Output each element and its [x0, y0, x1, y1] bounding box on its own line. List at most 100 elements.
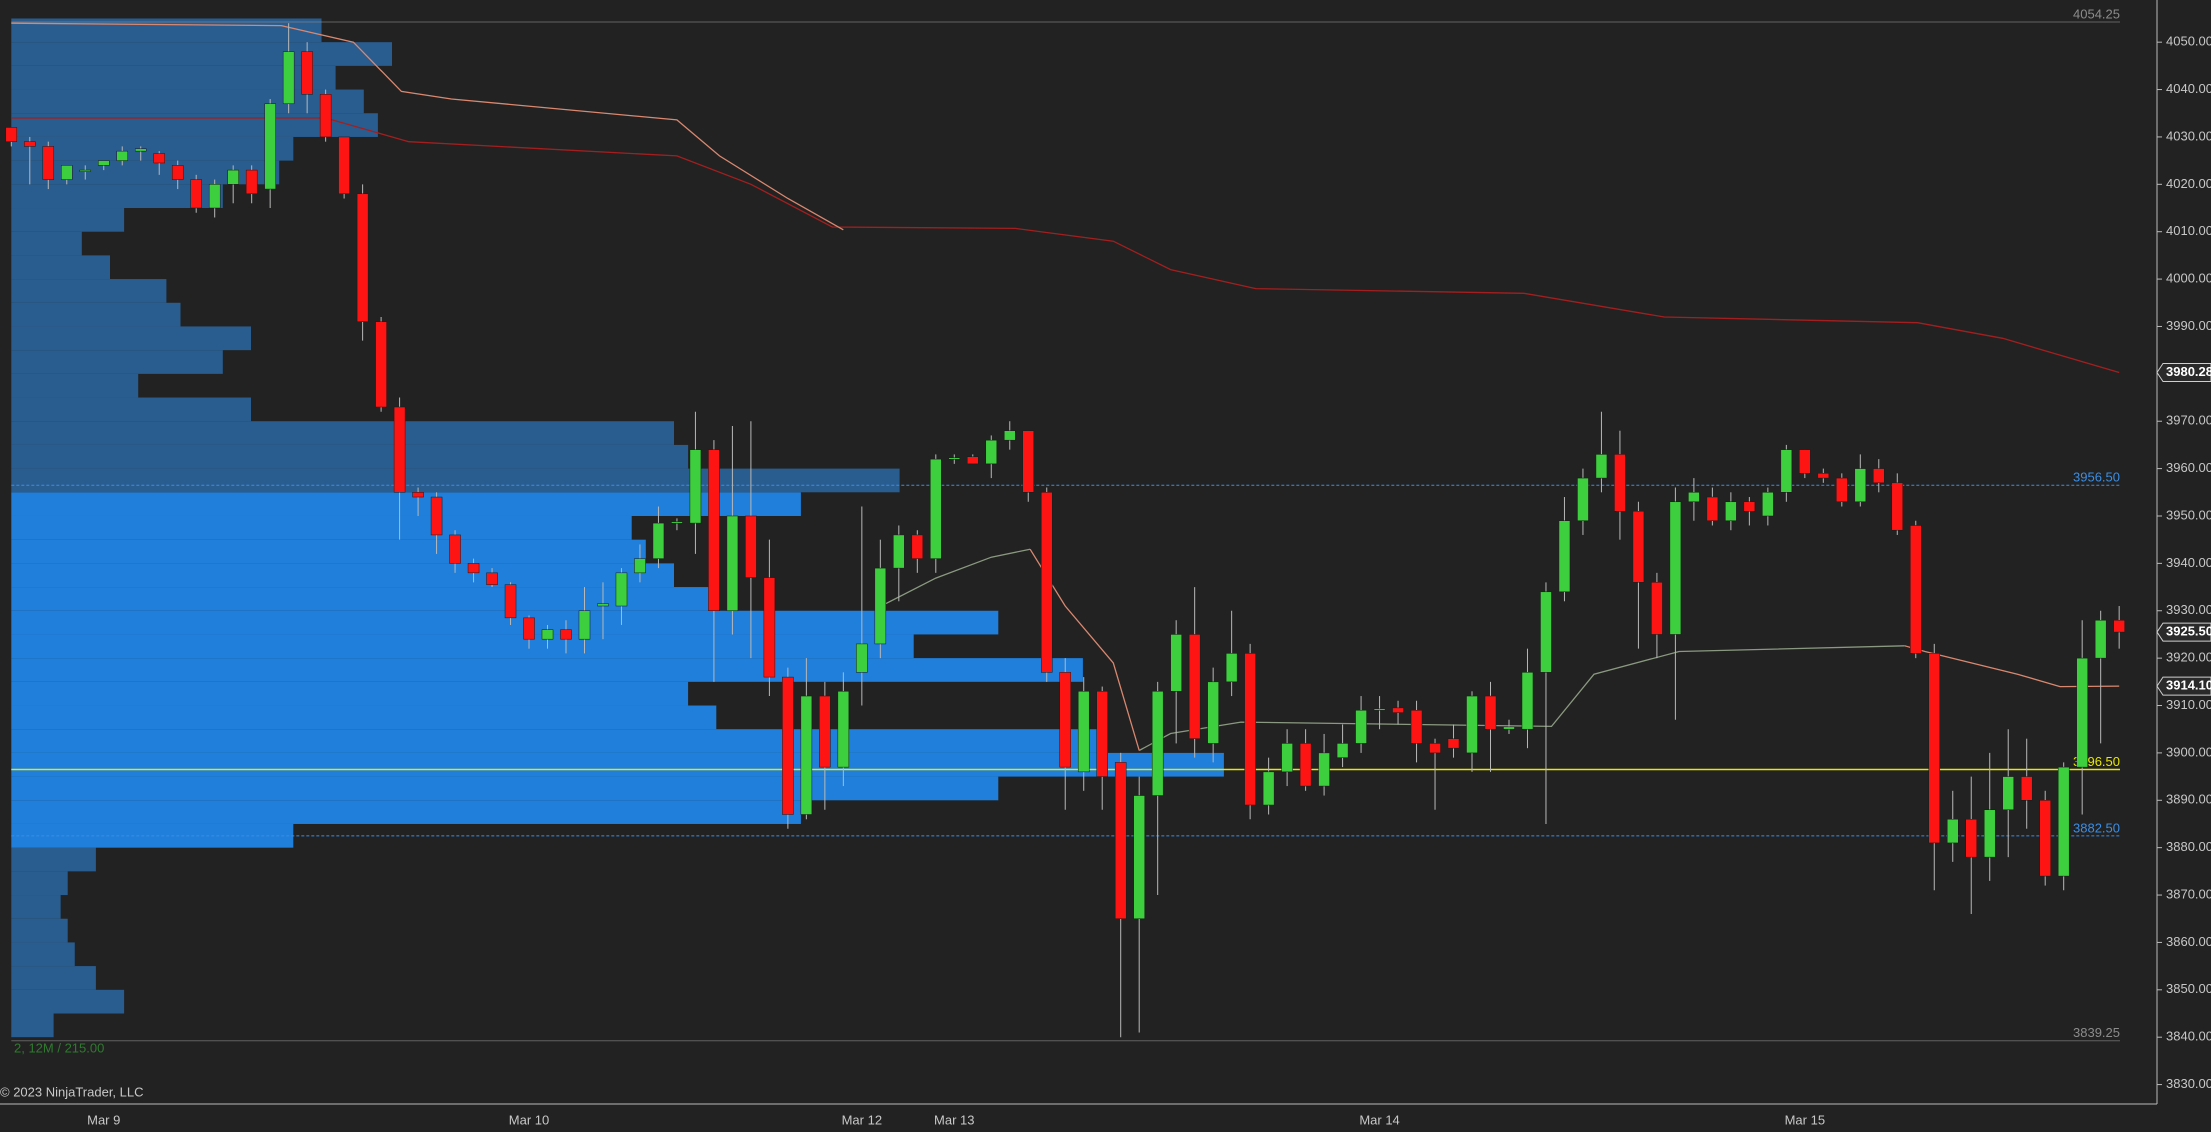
candle-body	[930, 458, 942, 559]
candle-body	[245, 169, 258, 195]
profile-bar	[11, 42, 393, 66]
y-tick-label: 3900.00	[2166, 744, 2211, 759]
y-tick-label: 4050.00	[2166, 34, 2211, 49]
profile-info: 2, 12M / 215.00	[14, 1040, 104, 1055]
candle-body	[985, 439, 998, 465]
candle-body	[467, 563, 480, 574]
candle-body	[412, 492, 424, 498]
profile-bar	[11, 1013, 54, 1038]
y-tick-label: 4010.00	[2166, 223, 2211, 238]
profile-bar	[11, 468, 900, 493]
candle-body	[1151, 691, 1164, 796]
candle-body	[523, 617, 535, 640]
candle-body	[800, 695, 813, 815]
candle-body	[2057, 766, 2070, 877]
y-tick-label: 3920.00	[2166, 650, 2211, 665]
candle-body	[5, 127, 18, 142]
price-marker-label: 3914.10	[2166, 678, 2211, 693]
level-label: 3839.25	[2073, 1025, 2120, 1040]
candle-body	[301, 51, 313, 95]
y-tick-label: 3850.00	[2166, 981, 2211, 996]
candle-body	[1595, 454, 1608, 479]
candle-body	[856, 643, 868, 673]
candle-body	[338, 136, 350, 195]
candle-body	[1873, 468, 1885, 484]
profile-bar	[11, 539, 646, 564]
candle-body	[819, 695, 831, 768]
profile-bar	[11, 563, 675, 588]
candle-body	[1983, 809, 1996, 858]
candle-body	[874, 567, 887, 645]
profile-bar	[11, 255, 110, 280]
candle-body	[1688, 492, 1700, 503]
indicator-line	[885, 548, 1905, 752]
candle-body	[2020, 776, 2033, 801]
candle-body	[1947, 818, 1959, 844]
candle-body	[1706, 496, 1719, 521]
candle-body	[1188, 634, 1201, 739]
profile-bar	[11, 776, 999, 801]
candle-body	[1651, 582, 1663, 635]
profile-bar	[11, 231, 82, 256]
candle-body	[1281, 743, 1293, 773]
candle-body	[1355, 710, 1367, 744]
candle-body	[116, 150, 128, 161]
y-tick-label: 3830.00	[2166, 1076, 2211, 1091]
candle-body	[79, 169, 92, 172]
candle-body	[1410, 710, 1423, 744]
candle-body	[1170, 634, 1182, 692]
candle-body	[356, 193, 369, 322]
profile-bar	[11, 136, 294, 161]
candle-body	[1040, 492, 1053, 673]
candle-body	[1503, 726, 1515, 730]
candle-body	[541, 629, 554, 640]
candle-body	[837, 691, 850, 768]
profile-bar	[11, 326, 251, 351]
candle-body	[911, 534, 924, 559]
y-tick-label: 3840.00	[2166, 1029, 2211, 1044]
candle-body	[634, 558, 646, 574]
candle-body	[1096, 691, 1108, 777]
y-tick-label: 3880.00	[2166, 839, 2211, 854]
candle-body	[1577, 477, 1589, 521]
candle-body	[42, 146, 55, 180]
y-tick-label: 3910.00	[2166, 697, 2211, 712]
x-tick-label: Mar 15	[1785, 1112, 1825, 1127]
y-tick-label: 4040.00	[2166, 81, 2211, 96]
profile-bar	[11, 587, 717, 611]
profile-bar	[11, 989, 125, 1014]
price-marker	[2156, 676, 2211, 696]
candle-body	[689, 449, 702, 524]
candle-body	[1429, 743, 1441, 754]
profile-bar	[11, 208, 125, 232]
profile-bar	[11, 966, 96, 990]
candle-body	[1521, 672, 1534, 730]
candle-body	[2094, 619, 2107, 659]
y-tick-label: 3960.00	[2166, 460, 2211, 475]
y-tick-label: 3870.00	[2166, 886, 2211, 901]
candle-body	[1743, 501, 1756, 512]
candle-body	[948, 457, 961, 460]
candle-body	[153, 153, 165, 164]
x-tick-label: Mar 10	[509, 1112, 549, 1127]
candle-body	[282, 51, 295, 105]
y-tick-label: 4030.00	[2166, 128, 2211, 143]
candle-body	[1059, 672, 1071, 768]
candle-body	[2113, 619, 2125, 633]
indicator-line	[11, 117, 2120, 374]
candle-body	[1207, 681, 1219, 744]
candle-body	[319, 94, 332, 138]
candle-body	[1336, 743, 1349, 758]
candle-body	[671, 521, 683, 524]
profile-bar	[11, 847, 96, 872]
y-tick-label: 3950.00	[2166, 507, 2211, 522]
candle-body	[208, 184, 221, 209]
y-tick-label: 3860.00	[2166, 934, 2211, 949]
candle-body	[1965, 818, 1977, 858]
profile-bar	[11, 729, 1097, 753]
candle-body	[1262, 771, 1275, 806]
candle-body	[708, 449, 720, 612]
profile-bar	[11, 65, 336, 90]
profile-bar	[11, 658, 1083, 682]
